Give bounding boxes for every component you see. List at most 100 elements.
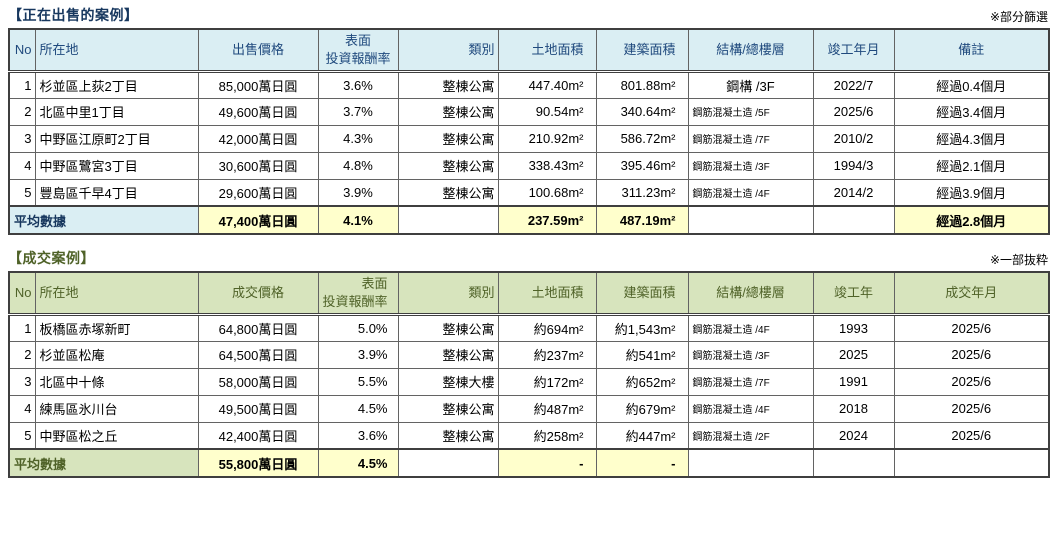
cell[interactable]: 練馬區氷川台 (34, 394, 199, 423)
cell[interactable]: 4.5% (317, 394, 399, 423)
column-header[interactable]: 結構/總樓層 (687, 28, 814, 73)
average-cell[interactable] (687, 448, 814, 478)
cell[interactable]: 2025/6 (893, 313, 1050, 342)
cell[interactable]: 鋼筋混凝土造 /3F (687, 151, 814, 180)
cell[interactable]: 4 (8, 151, 36, 180)
cell[interactable]: 約258m² (497, 421, 597, 450)
cell[interactable]: 鋼筋混凝土造 /3F (687, 340, 814, 369)
cell[interactable]: 約237m² (497, 340, 597, 369)
average-cell[interactable] (812, 448, 895, 478)
cell[interactable]: 42,000萬日圓 (197, 124, 319, 153)
cell[interactable]: 整棟公寓 (397, 313, 499, 342)
cell[interactable]: 北區中里1丁目 (34, 97, 199, 126)
cell[interactable]: 約447m² (595, 421, 689, 450)
cell[interactable]: 2014/2 (812, 178, 895, 207)
cell[interactable]: 49,500萬日圓 (197, 394, 319, 423)
cell[interactable]: 3.9% (317, 340, 399, 369)
average-cell[interactable]: 47,400萬日圓 (197, 205, 319, 235)
cell[interactable]: 338.43m² (497, 151, 597, 180)
cell[interactable]: 2025/6 (893, 394, 1050, 423)
average-cell[interactable]: - (497, 448, 597, 478)
cell[interactable]: 約679m² (595, 394, 689, 423)
cell[interactable]: 鋼筋混凝土造 /4F (687, 178, 814, 207)
column-header[interactable]: 所在地 (34, 271, 199, 316)
average-cell[interactable]: 237.59m² (497, 205, 597, 235)
cell[interactable]: 鋼筋混凝土造 /2F (687, 421, 814, 450)
cell[interactable]: 3 (8, 367, 36, 396)
average-cell[interactable]: 55,800萬日圓 (197, 448, 319, 478)
cell[interactable]: 90.54m² (497, 97, 597, 126)
cell[interactable]: 3 (8, 124, 36, 153)
column-header[interactable]: 成交價格 (197, 271, 319, 316)
cell[interactable]: 4.3% (317, 124, 399, 153)
column-header[interactable]: 表面 投資報酬率 (317, 28, 399, 73)
cell[interactable]: 4.8% (317, 151, 399, 180)
cell[interactable]: 板橋區赤塚新町 (34, 313, 199, 342)
average-cell[interactable] (812, 205, 895, 235)
cell[interactable]: 整棟公寓 (397, 97, 499, 126)
column-header[interactable]: 土地面積 (497, 28, 597, 73)
cell[interactable]: 整棟公寓 (397, 178, 499, 207)
cell[interactable]: 約541m² (595, 340, 689, 369)
average-cell[interactable] (397, 205, 499, 235)
cell[interactable]: 約694m² (497, 313, 597, 342)
cell[interactable]: 整棟公寓 (397, 124, 499, 153)
cell[interactable]: 30,600萬日圓 (197, 151, 319, 180)
cell[interactable]: 2025/6 (893, 367, 1050, 396)
cell[interactable]: 340.64m² (595, 97, 689, 126)
column-header[interactable]: 類別 (397, 271, 499, 316)
cell[interactable]: 豐島區千早4丁目 (34, 178, 199, 207)
cell[interactable]: 85,000萬日圓 (197, 70, 319, 99)
cell[interactable]: 2018 (812, 394, 895, 423)
cell[interactable]: 1993 (812, 313, 895, 342)
cell[interactable]: 2 (8, 97, 36, 126)
cell[interactable]: 3.7% (317, 97, 399, 126)
cell[interactable]: 經過2.1個月 (893, 151, 1050, 180)
average-cell[interactable]: 經過2.8個月 (893, 205, 1050, 235)
cell[interactable]: 鋼筋混凝土造 /4F (687, 313, 814, 342)
cell[interactable]: 杉並區上荻2丁目 (34, 70, 199, 99)
column-header[interactable]: 所在地 (34, 28, 199, 73)
cell[interactable]: 約1,543m² (595, 313, 689, 342)
cell[interactable]: 1991 (812, 367, 895, 396)
cell[interactable]: 鋼筋混凝土造 /7F (687, 124, 814, 153)
cell[interactable]: 447.40m² (497, 70, 597, 99)
column-header[interactable]: 竣工年月 (812, 28, 895, 73)
cell[interactable]: 29,600萬日圓 (197, 178, 319, 207)
cell[interactable]: 1 (8, 70, 36, 99)
cell[interactable]: 311.23m² (595, 178, 689, 207)
cell[interactable]: 經過4.3個月 (893, 124, 1050, 153)
cell[interactable]: 2025/6 (893, 340, 1050, 369)
cell[interactable]: 2025/6 (812, 97, 895, 126)
column-header[interactable]: 表面 投資報酬率 (317, 271, 399, 316)
average-cell[interactable]: 4.1% (317, 205, 399, 235)
cell[interactable]: 北區中十條 (34, 367, 199, 396)
column-header[interactable]: 備註 (893, 28, 1050, 73)
cell[interactable]: 3.9% (317, 178, 399, 207)
cell[interactable]: 58,000萬日圓 (197, 367, 319, 396)
cell[interactable]: 64,800萬日圓 (197, 313, 319, 342)
cell[interactable]: 經過3.4個月 (893, 97, 1050, 126)
cell[interactable]: 210.92m² (497, 124, 597, 153)
column-header[interactable]: 建築面積 (595, 28, 689, 73)
cell[interactable]: 1994/3 (812, 151, 895, 180)
cell[interactable]: 5 (8, 421, 36, 450)
cell[interactable]: 整棟公寓 (397, 421, 499, 450)
cell[interactable]: 鋼構 /3F (687, 70, 814, 99)
cell[interactable]: 中野區松之丘 (34, 421, 199, 450)
cell[interactable]: 鋼筋混凝土造 /5F (687, 97, 814, 126)
average-cell[interactable] (397, 448, 499, 478)
cell[interactable]: 5.5% (317, 367, 399, 396)
column-header[interactable]: 建築面積 (595, 271, 689, 316)
average-cell[interactable] (893, 448, 1050, 478)
cell[interactable]: 395.46m² (595, 151, 689, 180)
column-header[interactable]: No (8, 271, 36, 316)
cell[interactable]: 64,500萬日圓 (197, 340, 319, 369)
column-header[interactable]: 成交年月 (893, 271, 1050, 316)
cell[interactable]: 801.88m² (595, 70, 689, 99)
average-cell[interactable] (687, 205, 814, 235)
cell[interactable]: 2 (8, 340, 36, 369)
cell[interactable]: 整棟公寓 (397, 70, 499, 99)
cell[interactable]: 49,600萬日圓 (197, 97, 319, 126)
cell[interactable]: 1 (8, 313, 36, 342)
